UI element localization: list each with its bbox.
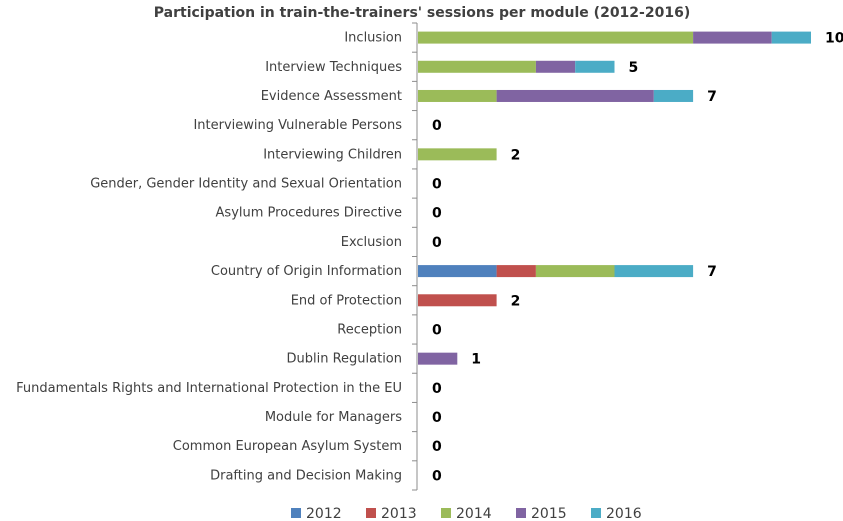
category-label: Evidence Assessment [261, 89, 402, 104]
chart-title: Participation in train-the-trainers' ses… [154, 5, 690, 21]
legend-swatch-2015 [516, 508, 526, 518]
bar-segment-2014 [418, 31, 694, 44]
bar-segment-2013 [496, 265, 536, 278]
category-label: Reception [337, 322, 402, 337]
bar-segment-2016 [575, 60, 615, 73]
total-label: 0 [432, 381, 442, 397]
bar-segment-2014 [535, 265, 615, 278]
legend-label: 2016 [606, 506, 642, 521]
total-label: 0 [432, 118, 442, 134]
category-labels: Inclusion Interview Techniques Evidence As… [16, 31, 402, 484]
category-label: Interviewing Vulnerable Persons [193, 118, 402, 133]
category-label: Interviewing Children [263, 147, 402, 162]
total-label: 0 [432, 439, 442, 455]
legend-swatch-2014 [441, 508, 451, 518]
bar-segments [418, 31, 811, 365]
bar-segment-2016 [614, 265, 694, 278]
legend-label: 2015 [531, 506, 567, 521]
total-label: 7 [707, 264, 717, 280]
total-label: 1 [471, 352, 481, 368]
bar-segment-2013 [418, 294, 497, 307]
total-label: 10 [825, 31, 843, 47]
total-label: 2 [511, 147, 521, 163]
category-label: Exclusion [341, 235, 402, 250]
total-label: 2 [511, 293, 521, 309]
bar-segment-2016 [771, 31, 811, 44]
category-label: Country of Origin Information [211, 264, 402, 279]
legend-swatch-2012 [291, 508, 301, 518]
total-label: 0 [432, 322, 442, 338]
bar-segment-2015 [535, 60, 576, 73]
category-label: Gender, Gender Identity and Sexual Orien… [90, 177, 402, 192]
bar-segment-2015 [496, 89, 654, 102]
bar-segment-2015 [418, 352, 458, 365]
category-label: Module for Managers [265, 410, 402, 425]
total-label: 0 [432, 468, 442, 484]
category-label: Fundamentals Rights and International Pr… [16, 381, 402, 396]
bar-segment-2014 [418, 89, 497, 102]
legend-label: 2013 [381, 506, 417, 521]
legend-swatch-2013 [366, 508, 376, 518]
legend-label: 2012 [306, 506, 342, 521]
category-label: Interview Techniques [265, 60, 402, 75]
category-label: Inclusion [344, 31, 402, 46]
category-label: Drafting and Decision Making [210, 468, 402, 483]
bar-segment-2014 [418, 60, 536, 73]
legend-swatch-2016 [591, 508, 601, 518]
bar-segment-2012 [418, 265, 497, 278]
total-label: 0 [432, 177, 442, 193]
y-axis-ticks [412, 22, 417, 491]
category-label: Dublin Regulation [286, 352, 402, 367]
category-label: End of Protection [291, 293, 402, 308]
category-label: Asylum Procedures Directive [216, 206, 402, 221]
bar-segment-2015 [693, 31, 772, 44]
bar-segment-2016 [653, 89, 694, 102]
legend: 2012 2013 2014 2015 2016 [291, 506, 642, 521]
legend-label: 2014 [456, 506, 492, 521]
total-label: 5 [629, 60, 639, 76]
total-label: 7 [707, 89, 717, 105]
total-label: 0 [432, 410, 442, 426]
total-label: 0 [432, 235, 442, 251]
category-label: Common European Asylum System [173, 439, 402, 454]
bar-segment-2014 [418, 148, 497, 161]
total-label: 0 [432, 206, 442, 222]
